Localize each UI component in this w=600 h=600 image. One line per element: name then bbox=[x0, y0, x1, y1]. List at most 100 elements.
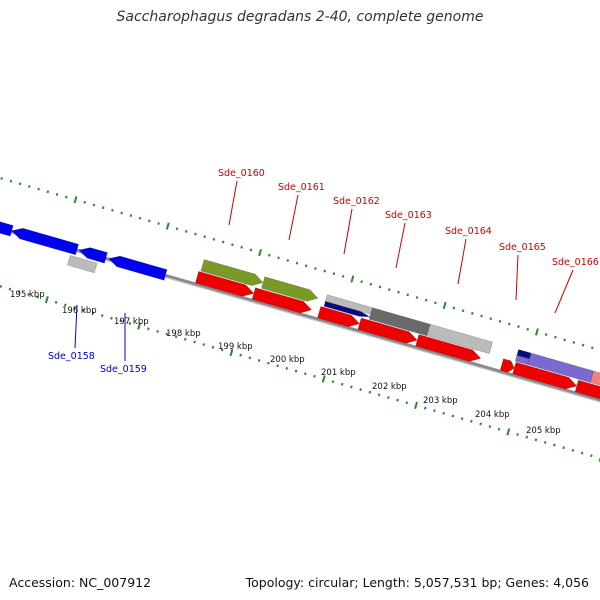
inner-tick bbox=[184, 337, 187, 341]
inner-tick bbox=[137, 322, 142, 330]
inner-tick bbox=[451, 414, 455, 418]
cds-forward-6 bbox=[512, 361, 578, 390]
outer-tick bbox=[231, 243, 234, 247]
inner-tick bbox=[497, 427, 501, 431]
gene-label-sde_0161: Sde_0161 bbox=[278, 182, 325, 193]
inner-tick bbox=[267, 361, 270, 365]
outer-tick bbox=[563, 338, 566, 342]
inner-tick bbox=[580, 451, 584, 455]
inner-tick bbox=[553, 443, 556, 447]
inner-tick bbox=[156, 329, 159, 333]
inner-tick bbox=[562, 446, 565, 450]
outer-tick bbox=[175, 227, 179, 231]
inner-tick bbox=[193, 340, 196, 344]
outer-tick bbox=[28, 185, 31, 188]
gene-label-sde_0163: Sde_0163 bbox=[385, 210, 432, 221]
gene-sde-0158 bbox=[11, 227, 79, 256]
outer-tick bbox=[268, 253, 271, 257]
outer-tick bbox=[341, 274, 345, 278]
scale-label-199: 199 kbp bbox=[218, 342, 253, 352]
outer-tick bbox=[240, 245, 243, 249]
inner-tick bbox=[377, 393, 381, 397]
outer-tick bbox=[452, 306, 456, 310]
inner-tick bbox=[64, 303, 67, 307]
inner-tick bbox=[303, 372, 307, 376]
outer-tick bbox=[249, 248, 253, 252]
gene-label-sde_0165: Sde_0165 bbox=[499, 242, 546, 253]
inner-tick bbox=[488, 425, 492, 429]
outer-tick bbox=[397, 290, 400, 294]
inner-tick bbox=[229, 348, 234, 357]
inner-tick bbox=[147, 327, 150, 331]
outer-tick bbox=[92, 203, 96, 207]
outer-tick bbox=[286, 259, 290, 262]
inner-tick bbox=[248, 356, 252, 360]
inner-tick bbox=[359, 388, 362, 391]
outer-tick bbox=[406, 293, 410, 297]
inner-tick bbox=[294, 369, 298, 373]
inner-tick bbox=[479, 422, 482, 426]
inner-tick bbox=[44, 296, 49, 304]
inner-tick bbox=[100, 314, 104, 317]
outer-tick bbox=[480, 314, 483, 318]
outer-tick bbox=[83, 200, 87, 204]
outer-tick bbox=[442, 301, 447, 310]
gene-label-sde_0158: Sde_0158 bbox=[48, 351, 95, 362]
scale-label-202: 202 kbp bbox=[372, 382, 407, 392]
gene-sde-0159 bbox=[108, 255, 168, 281]
outer-tick bbox=[387, 288, 391, 292]
gene-sde-0161 bbox=[261, 276, 319, 302]
outer-tick bbox=[554, 335, 557, 339]
outer-tick bbox=[138, 216, 142, 220]
outer-tick bbox=[461, 309, 465, 313]
outer-tick bbox=[221, 240, 225, 244]
inner-tick bbox=[405, 401, 409, 405]
gene-label-sde_0164: Sde_0164 bbox=[445, 226, 492, 237]
outer-tick bbox=[424, 298, 428, 302]
outer-tick bbox=[194, 232, 197, 236]
inner-tick bbox=[387, 396, 390, 399]
outer-tick bbox=[434, 301, 437, 305]
outer-tick bbox=[378, 285, 382, 289]
genome-summary: Topology: circular; Length: 5,057,531 bp… bbox=[245, 575, 589, 590]
inner-tick bbox=[82, 308, 86, 312]
outer-tick bbox=[304, 264, 308, 268]
gene-gray-small bbox=[67, 255, 98, 274]
inner-tick bbox=[433, 409, 436, 413]
scale-label-201: 201 kbp bbox=[321, 368, 356, 378]
outer-tick bbox=[0, 177, 3, 180]
cds-forward-3 bbox=[357, 317, 418, 344]
inner-tick bbox=[110, 316, 113, 320]
leader-sde_0162 bbox=[343, 208, 353, 255]
inner-tick bbox=[128, 322, 132, 325]
leader-sde_0160 bbox=[228, 180, 238, 226]
outer-tick bbox=[46, 190, 50, 194]
leader-sde_0164 bbox=[457, 238, 467, 285]
gene-label-sde_0162: Sde_0162 bbox=[333, 196, 380, 207]
outer-tick bbox=[277, 256, 280, 260]
leader-sde_0158 bbox=[74, 304, 78, 349]
scale-label-196: 196 kbp bbox=[62, 306, 97, 316]
inner-tick bbox=[423, 406, 427, 410]
outer-tick bbox=[572, 341, 576, 344]
inner-tick bbox=[174, 335, 178, 339]
gene-sde-0160 bbox=[200, 259, 264, 286]
inner-tick bbox=[534, 438, 538, 442]
gene-label-sde_0160: Sde_0160 bbox=[218, 168, 265, 179]
inner-tick bbox=[276, 364, 279, 368]
outer-tick bbox=[203, 235, 207, 239]
outer-tick bbox=[18, 182, 22, 186]
outer-tick bbox=[64, 195, 68, 199]
inner-tick bbox=[571, 448, 575, 452]
inner-tick bbox=[54, 300, 58, 304]
gene-pink bbox=[589, 370, 600, 386]
inner-tick bbox=[506, 428, 511, 436]
outer-tick bbox=[332, 272, 336, 276]
scale-label-203: 203 kbp bbox=[423, 396, 458, 406]
scale-label-195: 195 kbp bbox=[10, 290, 45, 300]
inner-tick bbox=[91, 311, 95, 315]
outer-tick bbox=[120, 211, 123, 215]
inner-tick bbox=[27, 292, 30, 296]
inner-tick bbox=[165, 332, 169, 336]
inner-tick bbox=[331, 380, 335, 384]
